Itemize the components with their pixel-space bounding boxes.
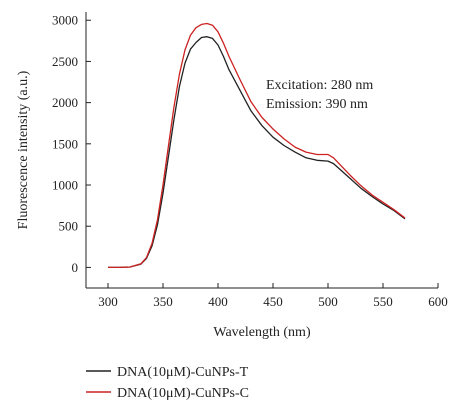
- y-tick-label: 500: [59, 219, 79, 234]
- series-lines: [108, 22, 406, 269]
- legend-label-t: DNA(10μM)-CuNPs-T: [117, 365, 249, 380]
- x-tick-label: 600: [428, 294, 448, 309]
- y-tick-label: 0: [72, 260, 79, 275]
- x-tick-label: 400: [208, 294, 228, 309]
- x-axis-title: Wavelength (nm): [213, 325, 311, 340]
- x-tick-label: 550: [373, 294, 393, 309]
- y-ticks: 0 500 1000 1500 2000 2500 3000: [52, 13, 91, 275]
- x-ticks: 300 350 400 450 500 550 600: [98, 283, 448, 309]
- y-tick-label: 1500: [52, 136, 78, 151]
- series-line-1: [108, 22, 406, 269]
- legend-item-t: DNA(10μM)-CuNPs-T: [86, 365, 249, 380]
- y-tick-label: 2000: [52, 95, 78, 110]
- y-axis-title: Fluorescence intensity (a.u.): [16, 70, 31, 229]
- legend: DNA(10μM)-CuNPs-T DNA(10μM)-CuNPs-C: [86, 365, 249, 401]
- x-tick-label: 500: [318, 294, 338, 309]
- plot-area: 0 500 1000 1500 2000 2500 3000 300 350 400 450 500…: [52, 12, 448, 309]
- y-tick-label: 1000: [52, 178, 78, 193]
- annotation-excitation: Excitation: 280 nm: [266, 78, 373, 93]
- series-line-0: [108, 36, 406, 269]
- legend-item-c: DNA(10μM)-CuNPs-C: [86, 386, 249, 401]
- x-tick-label: 450: [263, 294, 283, 309]
- y-tick-label: 3000: [52, 13, 78, 28]
- x-tick-label: 300: [98, 294, 118, 309]
- y-tick-label: 2500: [52, 54, 78, 69]
- legend-label-c: DNA(10μM)-CuNPs-C: [117, 386, 249, 401]
- x-tick-label: 350: [153, 294, 173, 309]
- annotation-emission: Emission: 390 nm: [266, 97, 368, 112]
